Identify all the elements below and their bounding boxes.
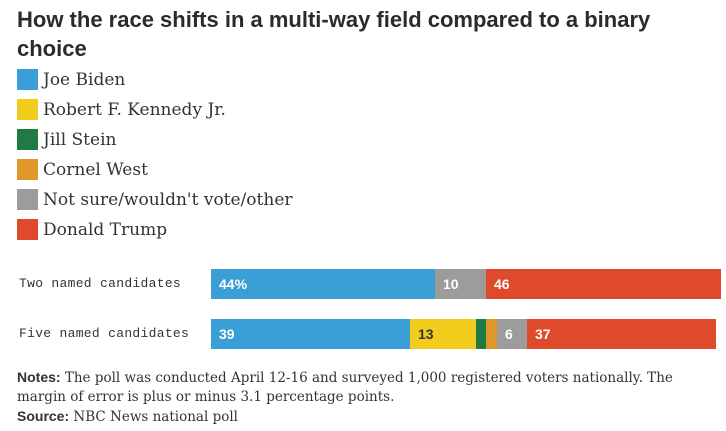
bar-two-candidates: 44% 10 46 xyxy=(211,269,721,299)
legend-swatch-west xyxy=(17,159,38,180)
legend-label-west: Cornel West xyxy=(43,160,148,180)
source-label: Source: xyxy=(17,408,70,424)
bar-segment-biden xyxy=(211,269,435,299)
legend-label-other: Not sure/wouldn't vote/other xyxy=(43,190,293,210)
bar-segment-kennedy xyxy=(410,319,476,349)
bar-value-label: 44% xyxy=(219,276,248,292)
legend-label-biden: Joe Biden xyxy=(43,70,126,90)
bar-value-label: 13 xyxy=(418,326,434,342)
bar-segment-other xyxy=(435,269,486,299)
bar-segment-west xyxy=(486,319,497,349)
notes-line: Notes: The poll was conducted April 12-1… xyxy=(17,368,717,407)
source-text: NBC News national poll xyxy=(69,409,238,425)
bar-segment-trump xyxy=(486,269,721,299)
bar-segment-trump xyxy=(527,319,716,349)
legend-label-kennedy: Robert F. Kennedy Jr. xyxy=(43,100,226,120)
bar-value-label: 46 xyxy=(494,276,510,292)
bar-value-label: 37 xyxy=(535,326,551,342)
legend-label-stein: Jill Stein xyxy=(43,130,117,150)
legend-label-trump: Donald Trump xyxy=(43,220,168,240)
source-line: Source: NBC News national poll xyxy=(17,407,717,427)
legend-swatch-trump xyxy=(17,219,38,240)
bar-segment-other xyxy=(497,319,527,349)
chart-title: How the race shifts in a multi-way field… xyxy=(17,7,651,61)
bar-value-label: 10 xyxy=(443,276,459,292)
bar-segment-biden xyxy=(211,319,410,349)
notes-block: Notes: The poll was conducted April 12-1… xyxy=(17,368,717,427)
row-label-two-candidates: Two named candidates xyxy=(19,276,182,291)
notes-text: The poll was conducted April 12-16 and s… xyxy=(17,370,673,405)
bar-segment-stein xyxy=(476,319,486,349)
row-label-five-candidates: Five named candidates xyxy=(19,326,190,341)
legend-swatch-stein xyxy=(17,129,38,150)
bar-five-candidates: 39 13 6 37 xyxy=(211,319,716,349)
legend-swatch-biden xyxy=(17,69,38,90)
legend-swatch-kennedy xyxy=(17,99,38,120)
bar-value-label: 39 xyxy=(219,326,235,342)
stacked-bar-chart: Two named candidates 44% 10 46 Five named … xyxy=(0,262,726,352)
notes-label: Notes: xyxy=(17,369,61,385)
legend-swatch-other xyxy=(17,189,38,210)
bar-value-label: 6 xyxy=(505,326,513,342)
